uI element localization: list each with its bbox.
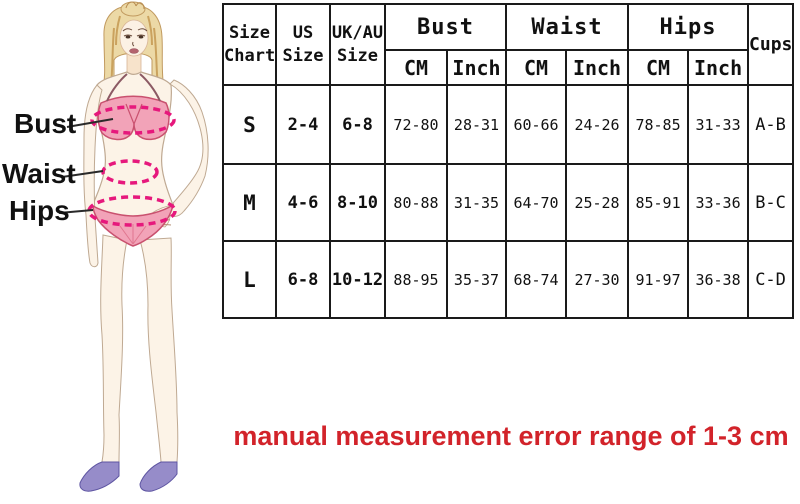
header-hips: Hips (627, 3, 750, 51)
table-row-s: S 2-4 6-8 72-80 28-31 60-66 24-26 78-85 … (222, 84, 795, 165)
right-arm (168, 79, 209, 217)
face-features (122, 28, 148, 47)
bust-cm-cell: 72-80 (384, 84, 448, 165)
header-cups: Cups (747, 3, 795, 86)
waist-cm-cell: 68-74 (505, 240, 568, 319)
us-cell: 6-8 (275, 240, 331, 319)
left-shoe (79, 461, 120, 492)
header-bust-cm: CM (384, 49, 448, 86)
bust-cm-cell: 80-88 (384, 163, 448, 242)
figure-sketch (58, 1, 209, 492)
hips-label: Hips (9, 195, 70, 226)
header-waist-inch: Inch (565, 49, 630, 86)
model-illustration: Bust Waist Hips (0, 0, 230, 500)
uk-au-cell: 10-12 (329, 240, 386, 319)
bust-inch-cell: 28-31 (445, 84, 508, 165)
hair-topknot-strokes (125, 1, 145, 10)
left-leg (100, 234, 128, 463)
header-waist: Waist (505, 3, 630, 51)
hips-dash-ellipse (87, 195, 177, 227)
bust-inch-cell: 35-37 (445, 240, 508, 319)
cups-cell: B-C (747, 163, 795, 242)
uk-au-cell: 8-10 (329, 163, 386, 242)
bust-dash-ellipse (90, 105, 176, 135)
eye-right (138, 35, 144, 39)
waist-inch-cell: 27-30 (565, 240, 630, 319)
hips-cm-cell: 85-91 (627, 163, 690, 242)
header-waist-cm: CM (505, 49, 568, 86)
bust-label: Bust (14, 108, 77, 139)
bust-inch-cell: 31-35 (445, 163, 508, 242)
waist-inch-cell: 25-28 (565, 163, 630, 242)
waist-label: Waist (2, 158, 76, 189)
header-uk-au-size: UK/AU Size (329, 3, 386, 86)
bust-pointer-line (66, 118, 114, 128)
lips (129, 48, 139, 54)
bust-cm-cell: 88-95 (384, 240, 448, 319)
header-bust-inch: Inch (445, 49, 508, 86)
header-hips-cm: CM (627, 49, 690, 86)
hips-inch-cell: 33-36 (687, 163, 750, 242)
right-leg (139, 237, 179, 463)
table-row-m: M 4-6 8-10 80-88 31-35 64-70 25-28 85-91… (222, 163, 795, 242)
size-chart-table: Size Chart US Size UK/AU Size Bust Waist… (222, 3, 795, 319)
right-shoe (139, 461, 178, 492)
bikini-straps (106, 73, 161, 102)
hips-cm-cell: 91-97 (627, 240, 690, 319)
hips-pointer-line (58, 209, 94, 214)
bikini-top-v (125, 103, 143, 125)
us-cell: 2-4 (275, 84, 331, 165)
bikini-top (97, 95, 170, 141)
size-cell: M (222, 163, 277, 242)
header-size-chart: Size Chart (222, 3, 277, 86)
us-cell: 4-6 (275, 163, 331, 242)
waist-cm-cell: 64-70 (505, 163, 568, 242)
left-arm (83, 84, 103, 268)
waist-pointer-line (61, 170, 104, 178)
eye-left (125, 35, 131, 39)
header-us-size: US Size (275, 3, 331, 86)
hips-inch-cell: 36-38 (687, 240, 750, 319)
size-cell: L (222, 240, 277, 319)
size-cell: S (222, 84, 277, 165)
hips-inch-cell: 31-33 (687, 84, 750, 165)
uk-au-cell: 6-8 (329, 84, 386, 165)
table-row-l: L 6-8 10-12 88-95 35-37 68-74 27-30 91-9… (222, 240, 795, 319)
cups-cell: C-D (747, 240, 795, 319)
hips-cm-cell: 78-85 (627, 84, 690, 165)
hair-topknot (120, 1, 146, 17)
measurement-note: manual measurement error range of 1-3 cm (233, 421, 789, 451)
header-bust: Bust (383, 3, 508, 51)
cups-cell: A-B (747, 84, 795, 165)
bikini-bottom-shading (119, 224, 147, 245)
waist-cm-cell: 60-66 (505, 84, 568, 165)
waist-inch-cell: 24-26 (565, 84, 630, 165)
header-hips-inch: Inch (687, 49, 750, 86)
